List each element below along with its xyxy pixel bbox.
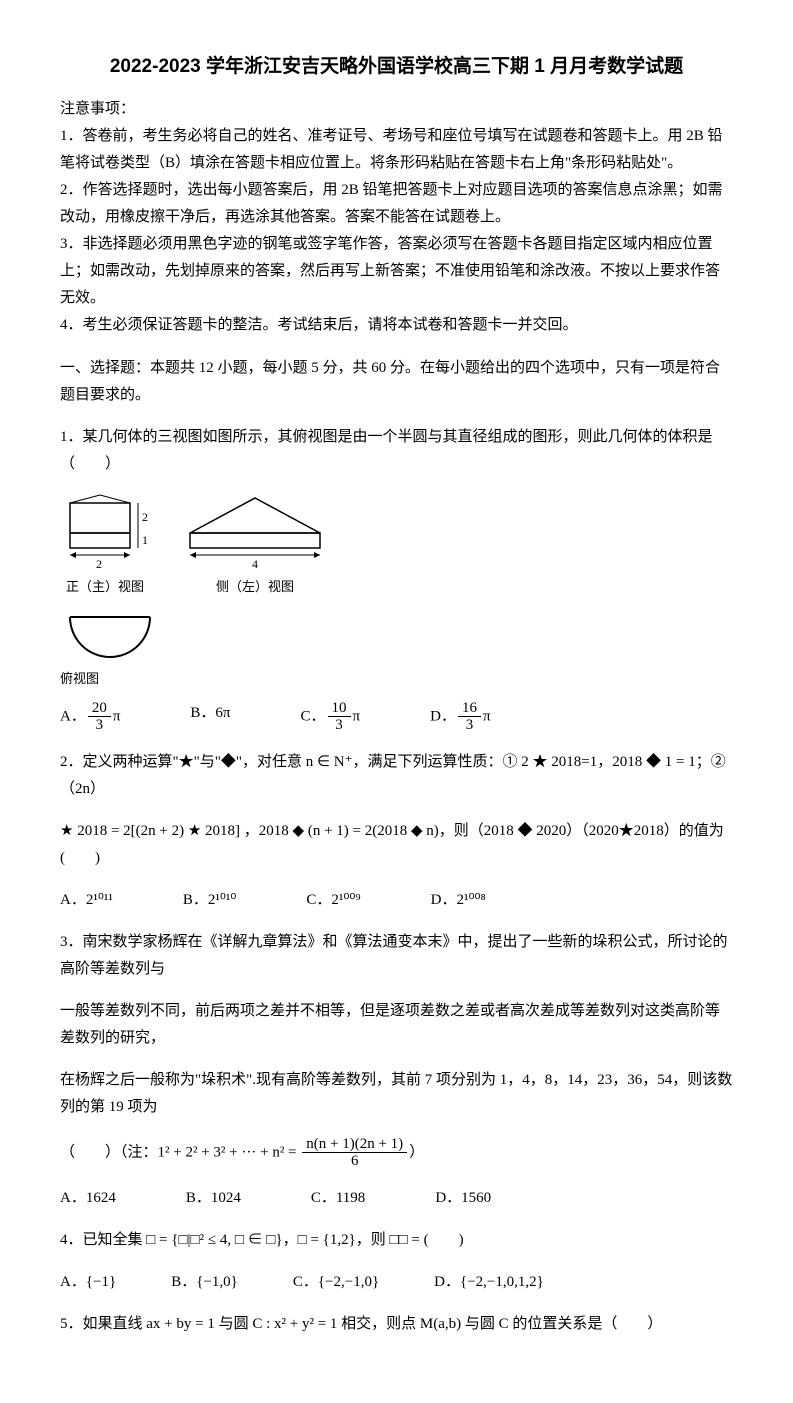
notice-3: 3．非选择题必须用黑色字迹的钢笔或签字笔作答，答案必须写在答题卡各题目指定区域内…	[60, 231, 733, 312]
front-view: 2 1 2 正（主）视图	[60, 493, 150, 598]
q3-opt-d: D．1560	[435, 1185, 491, 1212]
q4-opt-a: A．{−1}	[60, 1269, 116, 1296]
q4-text: 4．已知全集 □ = {□|□² ≤ 4, □ ∈ □}，□ = {1,2}，则…	[60, 1227, 733, 1254]
q3-line3: 在杨辉之后一般称为"垛积术".现有高阶等差数列，其前 7 项分别为 1，4，8，…	[60, 1067, 733, 1121]
side-view: 4 侧（左）视图	[180, 493, 330, 598]
question-3: 3．南宋数学家杨辉在《详解九章算法》和《算法通变本末》中，提出了一些新的垛积公式…	[60, 929, 733, 1212]
front-view-svg: 2 1 2	[60, 493, 150, 573]
q3-line2: 一般等差数列不同，前后两项之差并不相等，但是逐项差数之差或者高次差成等差数列对这…	[60, 998, 733, 1052]
q2-line1: 2．定义两种运算"★"与"◆"，对任意 n ∈ N⁺，满足下列运算性质：① 2 …	[60, 749, 733, 803]
top-view: 俯视图	[60, 607, 733, 690]
question-5: 5．如果直线 ax + by = 1 与圆 C : x² + y² = 1 相交…	[60, 1311, 733, 1338]
q4-opt-d: D．{−2,−1,0,1,2}	[434, 1269, 544, 1296]
q3-options: A．1624 B．1024 C．1198 D．1560	[60, 1185, 733, 1212]
q4-options: A．{−1} B．{−1,0} C．{−2,−1,0} D．{−2,−1,0,1…	[60, 1269, 733, 1296]
q5-text: 5．如果直线 ax + by = 1 与圆 C : x² + y² = 1 相交…	[60, 1311, 733, 1338]
q3-opt-a: A．1624	[60, 1185, 116, 1212]
question-1: 1．某几何体的三视图如图所示，其俯视图是由一个半圆与其直径组成的图形，则此几何体…	[60, 424, 733, 734]
q3-line1: 3．南宋数学家杨辉在《详解九章算法》和《算法通变本末》中，提出了一些新的垛积公式…	[60, 929, 733, 983]
instructions-block: 注意事项： 1．答卷前，考生务必将自己的姓名、准考证号、考场号和座位号填写在试题…	[60, 96, 733, 339]
q1-options: A．203π B．6π C．103π D．163π	[60, 700, 733, 734]
q1-diagrams: 2 1 2 正（主）视图 4 侧（左）视图	[60, 493, 733, 598]
q1-opt-c: C．103π	[301, 700, 361, 734]
notice-2: 2．作答选择题时，选出每小题答案后，用 2B 铅笔把答题卡上对应题目选项的答案信…	[60, 177, 733, 231]
section-1-head: 一、选择题：本题共 12 小题，每小题 5 分，共 60 分。在每小题给出的四个…	[60, 355, 733, 409]
svg-text:1: 1	[142, 533, 148, 547]
q1-opt-d: D．163π	[430, 700, 490, 734]
notice-1: 1．答卷前，考生务必将自己的姓名、准考证号、考场号和座位号填写在试题卷和答题卡上…	[60, 123, 733, 177]
q2-opt-a: A．2¹⁰¹¹	[60, 887, 113, 914]
q2-line2: ★ 2018 = 2[(2n + 2) ★ 2018] ，2018 ◆ (n +…	[60, 818, 733, 872]
question-2: 2．定义两种运算"★"与"◆"，对任意 n ∈ N⁺，满足下列运算性质：① 2 …	[60, 749, 733, 914]
svg-text:2: 2	[96, 557, 102, 571]
front-view-label: 正（主）视图	[66, 579, 144, 594]
q3-opt-c: C．1198	[311, 1185, 365, 1212]
q2-opt-d: D．2¹⁰⁰⁸	[431, 887, 486, 914]
top-view-svg	[60, 607, 160, 667]
svg-text:4: 4	[252, 557, 258, 571]
q1-text: 1．某几何体的三视图如图所示，其俯视图是由一个半圆与其直径组成的图形，则此几何体…	[60, 424, 733, 478]
q2-options: A．2¹⁰¹¹ B．2¹⁰¹⁰ C．2¹⁰⁰⁹ D．2¹⁰⁰⁸	[60, 887, 733, 914]
svg-text:2: 2	[142, 510, 148, 524]
top-view-label: 俯视图	[60, 671, 99, 686]
q4-opt-c: C．{−2,−1,0}	[293, 1269, 379, 1296]
q1-opt-b: B．6π	[190, 700, 230, 734]
side-view-svg: 4	[180, 493, 330, 573]
side-view-label: 侧（左）视图	[216, 579, 294, 594]
notice-head: 注意事项：	[60, 96, 733, 123]
q4-opt-b: B．{−1,0}	[171, 1269, 238, 1296]
question-4: 4．已知全集 □ = {□|□² ≤ 4, □ ∈ □}，□ = {1,2}，则…	[60, 1227, 733, 1296]
q3-formula: （ ）（注：1² + 2² + 3² + ··· + n² = n(n + 1)…	[60, 1136, 733, 1170]
q3-opt-b: B．1024	[186, 1185, 241, 1212]
q2-opt-c: C．2¹⁰⁰⁹	[306, 887, 360, 914]
notice-4: 4．考生必须保证答题卡的整洁。考试结束后，请将本试卷和答题卡一并交回。	[60, 312, 733, 339]
q1-opt-a: A．203π	[60, 700, 120, 734]
q2-opt-b: B．2¹⁰¹⁰	[183, 887, 237, 914]
page-title: 2022-2023 学年浙江安吉天略外国语学校高三下期 1 月月考数学试题	[60, 50, 733, 84]
